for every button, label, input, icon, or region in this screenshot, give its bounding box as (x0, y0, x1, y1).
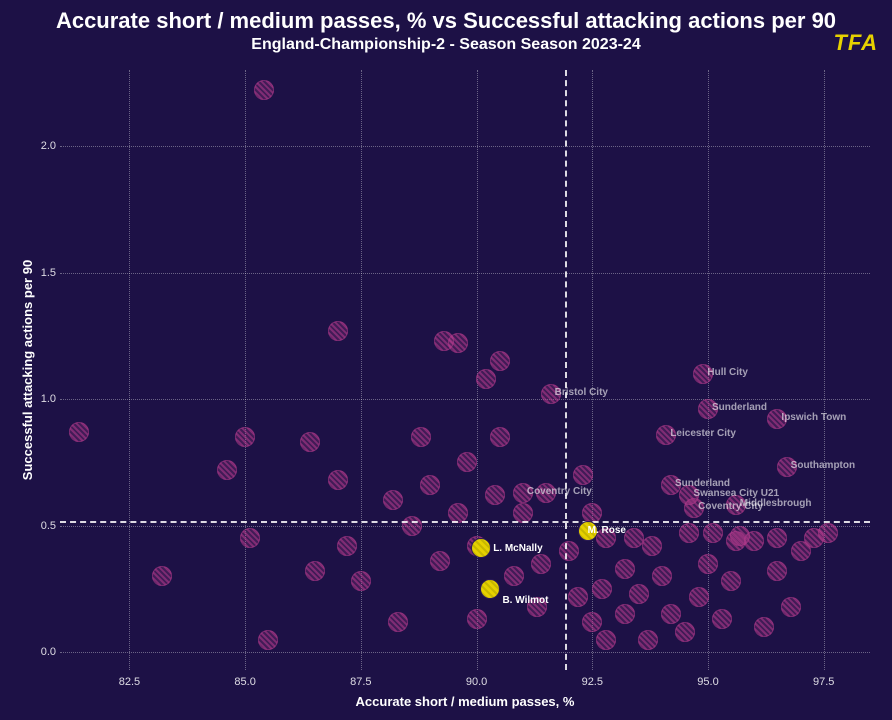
data-point (721, 571, 741, 591)
mean-y-line (60, 521, 870, 523)
data-point (689, 587, 709, 607)
data-point (383, 490, 403, 510)
team-label: Bristol City (555, 387, 608, 398)
y-tick: 0.0 (32, 646, 56, 658)
y-tick: 1.0 (32, 393, 56, 405)
data-point (712, 609, 732, 629)
data-point (568, 587, 588, 607)
team-label: Leicester City (670, 428, 736, 439)
data-point (559, 541, 579, 561)
data-point (629, 584, 649, 604)
data-point (490, 351, 510, 371)
data-point (402, 516, 422, 536)
data-point (642, 536, 662, 556)
mean-x-line (565, 70, 567, 670)
x-tick: 87.5 (350, 676, 371, 688)
data-point (457, 452, 477, 472)
team-label: Coventry City (527, 486, 592, 497)
data-point (430, 551, 450, 571)
data-point (328, 470, 348, 490)
data-point (152, 566, 172, 586)
gridline-v (824, 70, 825, 670)
highlight-label: M. Rose (588, 525, 626, 536)
data-point (698, 554, 718, 574)
data-point (300, 432, 320, 452)
data-point (448, 333, 468, 353)
gridline-h (60, 652, 870, 653)
gridline-h (60, 146, 870, 147)
x-tick: 90.0 (466, 676, 487, 688)
y-tick: 2.0 (32, 140, 56, 152)
data-point (485, 485, 505, 505)
data-point (240, 528, 260, 548)
data-point (217, 460, 237, 480)
x-tick: 92.5 (582, 676, 603, 688)
data-point (490, 427, 510, 447)
data-point (781, 597, 801, 617)
data-point (615, 604, 635, 624)
data-point (675, 622, 695, 642)
data-point (744, 531, 764, 551)
data-point (476, 369, 496, 389)
data-point (337, 536, 357, 556)
data-point (531, 554, 551, 574)
data-point (69, 422, 89, 442)
chart-title: Accurate short / medium passes, % vs Suc… (0, 8, 892, 34)
highlight-point (471, 538, 491, 558)
y-tick: 0.5 (32, 520, 56, 532)
gridline-v (129, 70, 130, 670)
data-point (305, 561, 325, 581)
team-label: Ipswich Town (781, 412, 846, 423)
highlight-label: B. Wilmot (502, 595, 548, 606)
data-point (420, 475, 440, 495)
data-point (767, 561, 787, 581)
data-point (235, 427, 255, 447)
data-point (582, 612, 602, 632)
data-point (624, 528, 644, 548)
data-point (592, 579, 612, 599)
plot-area: Bristol City Hull City Sunderland Ipswich T… (60, 70, 870, 670)
data-point (504, 566, 524, 586)
data-point (596, 630, 616, 650)
x-axis-label: Accurate short / medium passes, % (60, 694, 870, 709)
watermark: TFA (833, 30, 878, 56)
x-tick: 97.5 (813, 676, 834, 688)
y-axis-label: Successful attacking actions per 90 (20, 70, 35, 670)
data-point (754, 617, 774, 637)
team-label: Southampton (791, 460, 855, 471)
x-tick: 85.0 (234, 676, 255, 688)
data-point (767, 528, 787, 548)
highlight-point (480, 579, 500, 599)
data-point (679, 523, 699, 543)
data-point (254, 80, 274, 100)
gridline-h (60, 526, 870, 527)
data-point (388, 612, 408, 632)
data-point (661, 604, 681, 624)
data-point (615, 559, 635, 579)
team-label: Coventry City (698, 501, 763, 512)
team-label: Sunderland (712, 402, 767, 413)
x-tick: 95.0 (697, 676, 718, 688)
gridline-v (592, 70, 593, 670)
data-point (818, 523, 838, 543)
data-point (573, 465, 593, 485)
gridline-v (245, 70, 246, 670)
gridline-h (60, 399, 870, 400)
chart-subtitle: England-Championship-2 - Season Season 2… (0, 36, 892, 54)
highlight-label: L. McNally (493, 543, 542, 554)
x-tick: 82.5 (119, 676, 140, 688)
data-point (703, 523, 723, 543)
gridline-h (60, 273, 870, 274)
data-point (351, 571, 371, 591)
data-point (638, 630, 658, 650)
data-point (411, 427, 431, 447)
data-point (328, 321, 348, 341)
gridline-v (477, 70, 478, 670)
team-label: Hull City (707, 367, 748, 378)
data-point (258, 630, 278, 650)
y-tick: 1.5 (32, 267, 56, 279)
data-point (467, 609, 487, 629)
data-point (652, 566, 672, 586)
